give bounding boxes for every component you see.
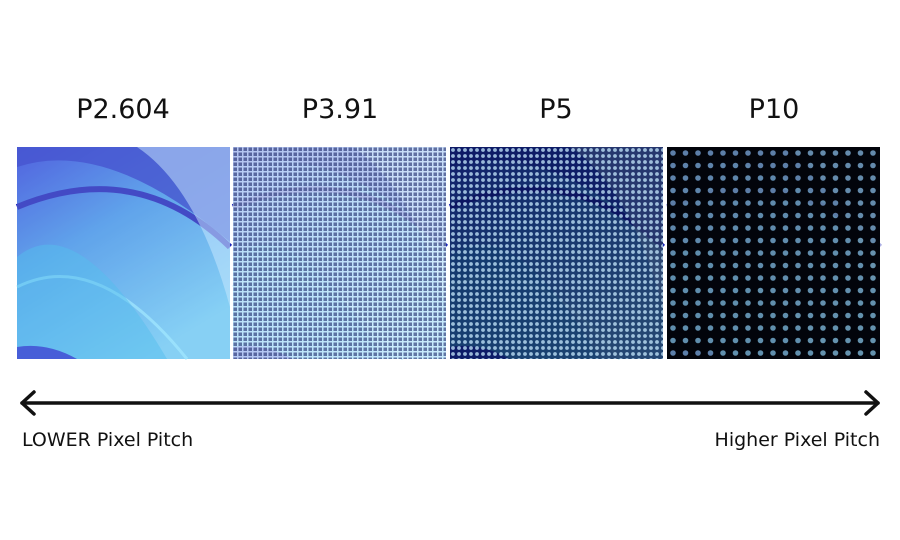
panel [233, 147, 446, 359]
panel-title: P2.604 [76, 94, 170, 125]
panel [450, 147, 663, 359]
panel-title: P3.91 [302, 94, 378, 125]
panel-title: P10 [749, 94, 800, 125]
panel [17, 147, 230, 359]
double-arrow [20, 390, 880, 416]
right-caption: Higher Pixel Pitch [715, 429, 880, 451]
panel [667, 147, 880, 359]
panel-title: P5 [539, 94, 572, 125]
left-caption: LOWER Pixel Pitch [22, 429, 193, 451]
